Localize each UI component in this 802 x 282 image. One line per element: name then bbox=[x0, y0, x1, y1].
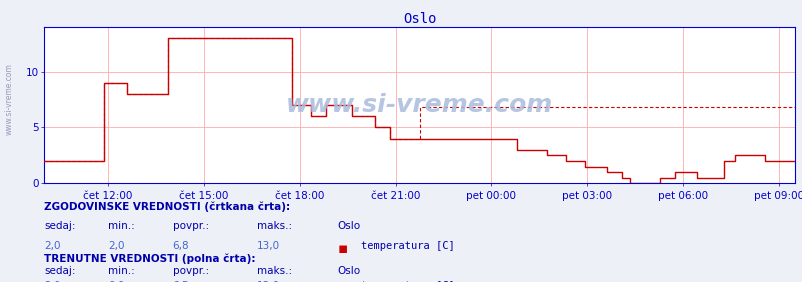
Text: povpr.:: povpr.: bbox=[172, 266, 209, 276]
Text: maks.:: maks.: bbox=[257, 221, 292, 231]
Text: TRENUTNE VREDNOSTI (polna črta):: TRENUTNE VREDNOSTI (polna črta): bbox=[44, 254, 255, 264]
Text: min.:: min.: bbox=[108, 266, 135, 276]
Text: 2,0: 2,0 bbox=[44, 281, 61, 282]
Text: Oslo: Oslo bbox=[337, 221, 360, 231]
Text: Oslo: Oslo bbox=[337, 266, 360, 276]
Text: min.:: min.: bbox=[108, 221, 135, 231]
Title: Oslo: Oslo bbox=[403, 12, 435, 26]
Text: 13,0: 13,0 bbox=[257, 281, 280, 282]
Text: ▪: ▪ bbox=[337, 241, 347, 256]
Text: sedaj:: sedaj: bbox=[44, 266, 75, 276]
Text: 6,8: 6,8 bbox=[172, 241, 189, 251]
Text: 0,0: 0,0 bbox=[108, 281, 124, 282]
Text: 2,0: 2,0 bbox=[108, 241, 125, 251]
Text: ZGODOVINSKE VREDNOSTI (črtkana črta):: ZGODOVINSKE VREDNOSTI (črtkana črta): bbox=[44, 202, 290, 212]
Text: temperatura [C]: temperatura [C] bbox=[361, 241, 455, 251]
Text: 2,0: 2,0 bbox=[44, 241, 61, 251]
Text: ▪: ▪ bbox=[337, 281, 347, 282]
Text: temperatura [C]: temperatura [C] bbox=[361, 281, 455, 282]
Text: www.si-vreme.com: www.si-vreme.com bbox=[5, 63, 14, 135]
Text: www.si-vreme.com: www.si-vreme.com bbox=[286, 93, 553, 117]
Text: sedaj:: sedaj: bbox=[44, 221, 75, 231]
Text: 13,0: 13,0 bbox=[257, 241, 280, 251]
Text: povpr.:: povpr.: bbox=[172, 221, 209, 231]
Text: 6,5: 6,5 bbox=[172, 281, 189, 282]
Text: maks.:: maks.: bbox=[257, 266, 292, 276]
